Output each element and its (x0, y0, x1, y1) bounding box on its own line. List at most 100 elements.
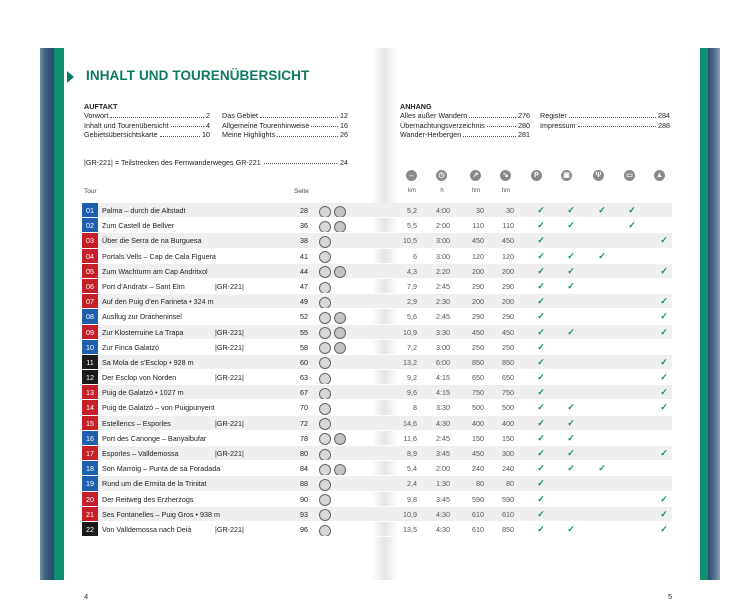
check-icon: ✓ (537, 417, 545, 428)
table-row: 20 Der Reitweg des Erzherzogs 90 9,8 3:45 590… (82, 491, 672, 507)
unit-hm-descent: hm (501, 188, 511, 194)
tour-page: 80 (300, 449, 308, 458)
tour-distance: 2,4 (407, 479, 417, 489)
tour-ascent: 450 (472, 327, 484, 337)
check-icon: ✓ (537, 311, 545, 322)
tour-ascent: 500 (472, 403, 484, 413)
tour-ascent: 290 (472, 281, 484, 291)
tour-page: 41 (300, 251, 308, 261)
tour-number-badge: 22 (82, 521, 98, 538)
tour-duration: 2:45 (436, 433, 450, 443)
table-row: 13 Puig de Galatzó • 1027 m 67 9,6 4:15 750 75… (82, 385, 672, 401)
toc-entry: Gebietsübersichtskarte 10 (84, 130, 210, 140)
tour-descent: 290 (502, 281, 514, 291)
tour-name: Zum Castell de Bellver (102, 221, 175, 231)
tour-number-badge: 03 (82, 233, 98, 249)
tour-page: 49 (300, 297, 308, 307)
tour-number-badge: 01 (82, 203, 98, 219)
tour-name: Esporles – Valldemossa (102, 449, 179, 458)
tour-page: 58 (300, 342, 308, 352)
tour-number-badge: 08 (82, 309, 98, 325)
table-row: 16 Port des Canonge – Banyalbufar 78 11,6 2:… (82, 430, 672, 447)
accent-bar-left (54, 48, 64, 580)
tour-duration: 1:30 (436, 479, 450, 489)
tour-distance: 11,6 (403, 433, 417, 443)
tour-number-badge: 16 (82, 430, 98, 446)
tour-distance: 9,2 (407, 373, 417, 383)
tour-name: Son Marroig – Punta de sa Foradada (102, 464, 221, 474)
tour-number-badge: 06 (82, 278, 98, 295)
tour-ascent: 30 (476, 206, 484, 215)
gr-221-marker: |GR-221| (215, 373, 244, 383)
auftakt-list-2: Das Gebiet 12 Allgemeine Tourenhinweise 16 M… (222, 111, 348, 140)
toc-entry-label: Inhalt und Tourenübersicht (84, 120, 169, 130)
table-row: 02 Zum Castell de Bellver 36 5,5 2:00 110 110 ✓… (82, 218, 672, 234)
summit-icon: ▲ (654, 170, 665, 181)
tour-distance: 7,9 (407, 281, 417, 291)
difficulty-icon (319, 463, 331, 476)
kids-icon (334, 342, 346, 355)
toc-entry: Meine Highlights 26 (222, 130, 348, 140)
tour-descent: 200 (502, 266, 514, 276)
table-row: 08 Ausflug zur Dracheninsel 52 5,6 2:45 290 29… (82, 309, 672, 325)
tour-number-badge: 10 (82, 339, 98, 355)
check-icon: ✓ (567, 205, 575, 215)
toc-entry-page: 10 (202, 130, 210, 139)
table-row: 14 Puig de Galatzó – von Puigpunyent 70 8 3:… (82, 400, 672, 416)
toc-entry-page: 276 (518, 111, 530, 120)
clock-icon: ◷ (436, 170, 447, 181)
table-row: 03 Über die Serra de na Burguesa 38 10,5 3:0… (82, 233, 672, 249)
gr-note-label: |GR-221| = Teilstrecken des Fernwanderwe… (84, 158, 261, 167)
tour-number-badge: 21 (82, 506, 98, 522)
check-icon: ✓ (660, 493, 668, 504)
tour-name: Zum Wachturm am Cap Andritxol (102, 266, 208, 276)
tour-name: Über die Serra de na Burguesa (102, 236, 202, 246)
tour-ascent: 150 (472, 433, 484, 443)
tour-page: 67 (300, 388, 308, 398)
tour-number-badge: 12 (82, 370, 98, 386)
tour-duration: 2:20 (436, 266, 450, 276)
tour-page: 55 (300, 327, 308, 337)
toc-entry-label: Gebietsübersichtskarte (84, 130, 158, 139)
tour-duration: 2:45 (436, 312, 450, 322)
hut-icon: ▭ (624, 170, 635, 181)
check-icon: ✓ (567, 448, 575, 458)
tour-duration: 4:30 (436, 524, 450, 534)
tour-distance: 13,5 (403, 524, 417, 534)
restaurant-icon: Ψ (593, 170, 604, 181)
tour-page: 63 (300, 373, 308, 383)
tour-name: Estellencs – Esporles (102, 418, 171, 428)
check-icon: ✓ (660, 296, 668, 307)
difficulty-icon (319, 311, 331, 324)
tour-descent: 250 (502, 342, 514, 352)
tour-duration: 3:45 (436, 494, 450, 504)
table-row: 19 Rund um die Ermita de la Trinitat 88 2,4… (82, 476, 672, 492)
check-icon: ✓ (567, 432, 575, 443)
tour-ascent: 240 (472, 464, 484, 474)
tour-duration: 2:00 (436, 221, 450, 231)
check-icon: ✓ (660, 372, 668, 383)
tour-ascent: 200 (472, 266, 484, 276)
tour-descent: 590 (502, 494, 514, 504)
tour-page: 60 (300, 357, 308, 367)
unit-hm-ascent: hm (471, 188, 481, 194)
tour-duration: 6:00 (436, 357, 450, 367)
tour-ascent: 80 (476, 479, 484, 489)
toc-entry: Das Gebiet 12 (222, 111, 348, 121)
tour-name: Puig de Galatzó • 1027 m (102, 388, 184, 398)
tour-ascent: 120 (472, 251, 484, 261)
check-icon: ✓ (537, 296, 545, 307)
difficulty-icon (319, 266, 331, 279)
anhang-list-1: Alles außer Wandern 276 Übernachtungsverze… (400, 111, 530, 140)
tour-name: Zur Finca Galatzó (102, 342, 160, 352)
table-row: 18 Son Marroig – Punta de sa Foradada 84 5,… (82, 461, 672, 477)
table-row: 10 Zur Finca Galatzó |GR-221| 58 7,2 3:00 250 2… (82, 339, 672, 356)
tour-page: 36 (300, 221, 308, 231)
toc-entry-label: Das Gebiet (222, 111, 258, 120)
gr-note-page: 24 (340, 158, 348, 167)
tour-duration: 3:00 (436, 342, 450, 352)
table-row: 17 Esporles – Valldemossa |GR-221| 80 8,9 3:4… (82, 446, 672, 462)
table-row: 07 Auf den Puig d’en Farineta • 324 m 49 2,… (82, 294, 672, 310)
check-icon: ✓ (537, 205, 545, 215)
tour-descent: 610 (502, 509, 514, 519)
